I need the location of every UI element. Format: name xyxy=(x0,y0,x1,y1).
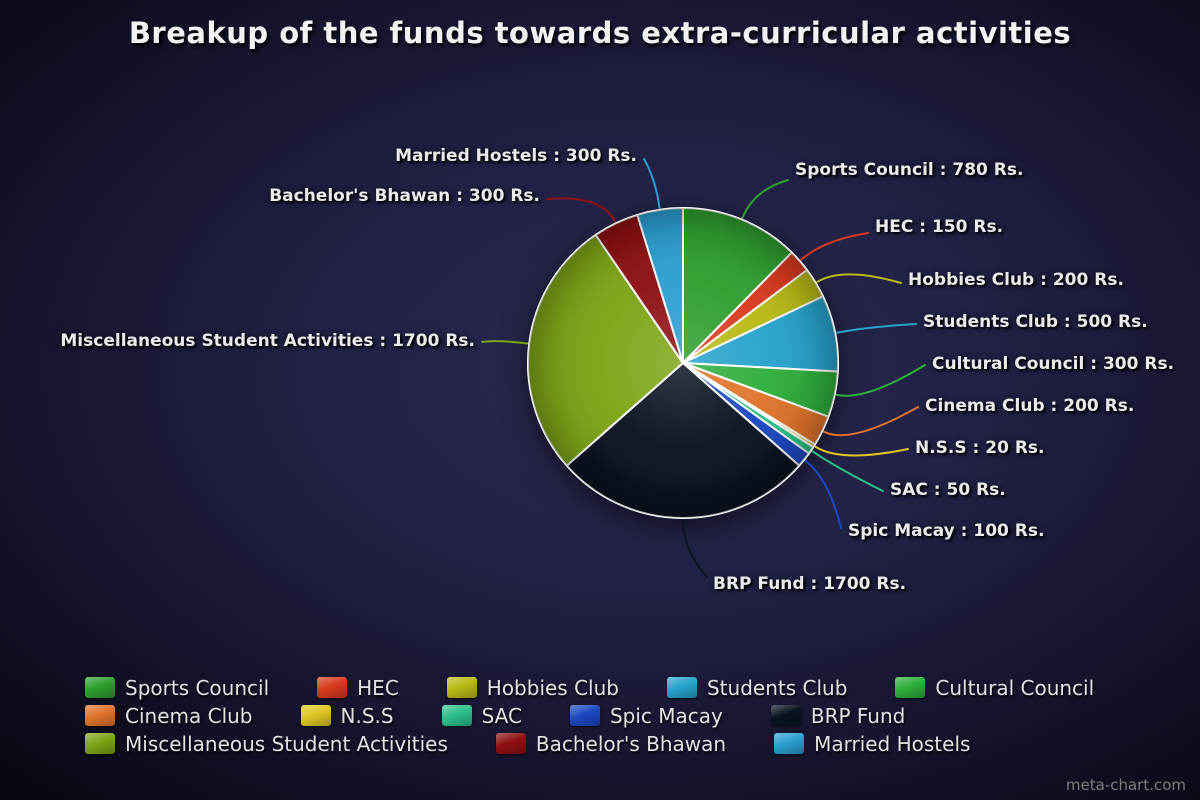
legend-item-cinema-club[interactable]: Cinema Club xyxy=(85,704,253,728)
legend-label: SAC xyxy=(481,703,522,728)
legend-label: BRP Fund xyxy=(810,703,906,728)
legend-label: Bachelor's Bhawan xyxy=(535,731,727,756)
callout-label-students-club: Students Club : 500 Rs. xyxy=(923,312,1148,332)
legend-item-hobbies-club[interactable]: Hobbies Club xyxy=(446,675,619,700)
legend: Sports Council HEC Hobbies Club Students Cl… xyxy=(85,676,1094,760)
callout-label-married-hostels: Married Hostels : 300 Rs. xyxy=(395,146,637,166)
leader-line-hobbies-club xyxy=(816,273,902,284)
callout-label-sports-council: Sports Council : 780 Rs. xyxy=(795,160,1024,180)
legend-item-n-s-s[interactable]: N.S.S xyxy=(300,703,394,728)
legend-row: Cinema Club N.S.S SAC Spic Macay BRP Fund xyxy=(85,703,1094,728)
legend-item-brp-fund[interactable]: BRP Fund xyxy=(770,703,906,728)
watermark: meta-chart.com xyxy=(1065,776,1186,794)
leader-line-sac xyxy=(811,450,884,492)
legend-swatch-students-club xyxy=(666,677,697,698)
legend-item-students-club[interactable]: Students Club xyxy=(666,675,848,700)
legend-item-miscellaneous-student-activities[interactable]: Miscellaneous Student Activities xyxy=(85,732,448,756)
legend-swatch-miscellaneous-student-activities xyxy=(85,733,115,754)
pie-slices xyxy=(526,207,840,520)
leader-line-spic-macay xyxy=(804,459,842,529)
legend-row: Miscellaneous Student Activities Bachelor… xyxy=(85,731,1094,756)
legend-label: Sports Council xyxy=(125,675,270,700)
callout-label-n-s-s: N.S.S : 20 Rs. xyxy=(915,438,1045,458)
legend-item-spic-macay[interactable]: Spic Macay xyxy=(569,703,723,728)
legend-item-hec[interactable]: HEC xyxy=(317,676,399,700)
legend-label: Students Club xyxy=(706,675,848,700)
legend-swatch-bachelor-s-bhawan xyxy=(495,733,526,754)
legend-swatch-spic-macay xyxy=(569,705,600,726)
leader-lines xyxy=(481,158,926,578)
legend-label: Cultural Council xyxy=(935,675,1095,700)
legend-label: Spic Macay xyxy=(609,703,723,728)
legend-label: HEC xyxy=(357,675,399,700)
leader-line-brp-fund xyxy=(682,519,708,578)
legend-label: Hobbies Club xyxy=(486,675,619,700)
legend-row: Sports Council HEC Hobbies Club Students Cl… xyxy=(85,675,1094,700)
callout-label-brp-fund: BRP Fund : 1700 Rs. xyxy=(713,574,907,594)
legend-swatch-cultural-council xyxy=(895,677,926,698)
leader-line-cultural-council xyxy=(835,364,926,397)
legend-item-sac[interactable]: SAC xyxy=(441,703,522,728)
legend-item-married-hostels[interactable]: Married Hostels xyxy=(774,732,970,756)
legend-label: Married Hostels xyxy=(814,731,971,756)
legend-swatch-hec xyxy=(317,677,348,698)
legend-label: Cinema Club xyxy=(125,703,253,728)
leader-line-married-hostels xyxy=(643,158,661,209)
leader-line-students-club xyxy=(836,323,917,334)
leader-line-cinema-club xyxy=(823,406,919,437)
legend-item-sports-council[interactable]: Sports Council xyxy=(85,676,269,700)
leader-line-miscellaneous-student-activities xyxy=(481,340,529,345)
leader-line-bachelor-s-bhawan xyxy=(546,197,616,223)
legend-swatch-brp-fund xyxy=(770,705,801,726)
callout-label-cultural-council: Cultural Council : 300 Rs. xyxy=(932,354,1175,374)
legend-swatch-hobbies-club xyxy=(446,677,477,698)
callout-label-spic-macay: Spic Macay : 100 Rs. xyxy=(848,521,1045,541)
callout-label-miscellaneous-student-activities: Miscellaneous Student Activities : 1700 … xyxy=(60,331,475,351)
legend-item-cultural-council[interactable]: Cultural Council xyxy=(895,676,1094,700)
legend-label: N.S.S xyxy=(340,703,394,728)
legend-item-bachelor-s-bhawan[interactable]: Bachelor's Bhawan xyxy=(495,731,727,756)
callout-label-hobbies-club: Hobbies Club : 200 Rs. xyxy=(908,270,1124,290)
callout-label-cinema-club: Cinema Club : 200 Rs. xyxy=(925,396,1135,416)
leader-line-n-s-s xyxy=(814,445,909,457)
callout-label-sac: SAC : 50 Rs. xyxy=(890,480,1006,500)
legend-swatch-sports-council xyxy=(85,677,115,698)
legend-swatch-cinema-club xyxy=(85,705,115,726)
chart-title: Breakup of the funds towards extra-curri… xyxy=(128,16,1072,50)
leader-line-sports-council xyxy=(741,179,789,219)
callout-label-hec: HEC : 150 Rs. xyxy=(875,217,1004,237)
legend-label: Miscellaneous Student Activities xyxy=(125,731,448,756)
callout-label-bachelor-s-bhawan: Bachelor's Bhawan : 300 Rs. xyxy=(269,186,540,206)
legend-swatch-married-hostels xyxy=(774,733,805,754)
leader-line-hec xyxy=(800,232,869,261)
legend-swatch-sac xyxy=(441,705,472,726)
legend-swatch-n-s-s xyxy=(300,705,331,726)
